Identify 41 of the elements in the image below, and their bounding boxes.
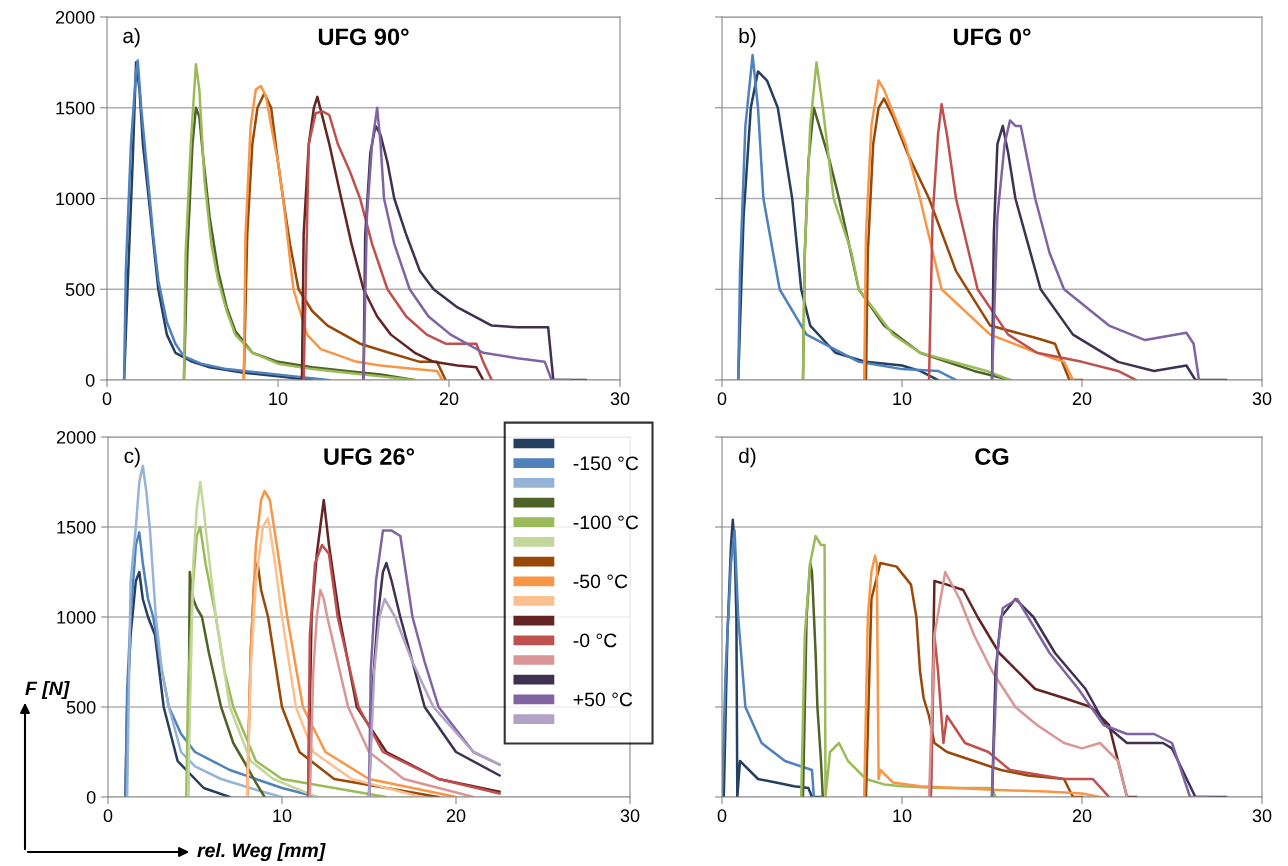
y-tick-label: 2000 <box>56 430 96 444</box>
x-tick-label: 30 <box>620 809 640 823</box>
x-tick-label: 10 <box>269 392 288 406</box>
legend-label: -0 °C <box>573 633 617 648</box>
x-tick-label: 0 <box>103 809 113 823</box>
legend-label: +50 °C <box>573 692 633 707</box>
x-tick-label: 20 <box>1072 809 1092 823</box>
x-tick-label: 20 <box>446 809 466 823</box>
x-tick-label: 10 <box>893 392 912 406</box>
y-tick-label: 1000 <box>57 610 96 624</box>
chart-title: UFG 0° <box>953 28 1031 46</box>
y-tick-label: 1500 <box>56 101 95 115</box>
annotation: a) <box>123 27 140 48</box>
x-axis-title: rel. Weg [mm] <box>197 842 326 862</box>
y-tick-label: 0 <box>86 790 96 804</box>
x-tick-label: 20 <box>439 392 459 406</box>
chart-title: CG <box>975 448 1009 465</box>
annotation: b) <box>739 27 756 48</box>
x-tick-label: 30 <box>1252 392 1272 406</box>
legend-label: -100 °C <box>573 515 639 530</box>
annotation: d) <box>739 447 756 468</box>
y-tick-label: 0 <box>85 373 95 387</box>
chart-title: UFG 26° <box>324 448 415 465</box>
y-axis-title: F [N] <box>25 680 70 700</box>
x-tick-label: 0 <box>717 392 727 406</box>
y-tick-label: 1500 <box>57 520 96 534</box>
annotation: c) <box>124 447 140 468</box>
legend-label: -150 °C <box>573 456 639 471</box>
x-tick-label: 10 <box>893 809 912 823</box>
x-tick-label: 10 <box>273 809 292 823</box>
x-tick-label: 20 <box>1072 392 1092 406</box>
x-tick-label: 0 <box>717 809 727 823</box>
chart-title: UFG 90° <box>318 28 409 46</box>
y-tick-label: 2000 <box>55 10 95 24</box>
x-tick-label: 30 <box>1252 809 1272 823</box>
y-tick-label: 500 <box>66 700 96 714</box>
x-tick-label: 30 <box>610 392 630 406</box>
y-tick-label: 1000 <box>56 192 95 206</box>
legend-label: -50 °C <box>573 574 628 589</box>
y-tick-label: 500 <box>65 283 95 296</box>
x-tick-label: 0 <box>102 392 112 406</box>
